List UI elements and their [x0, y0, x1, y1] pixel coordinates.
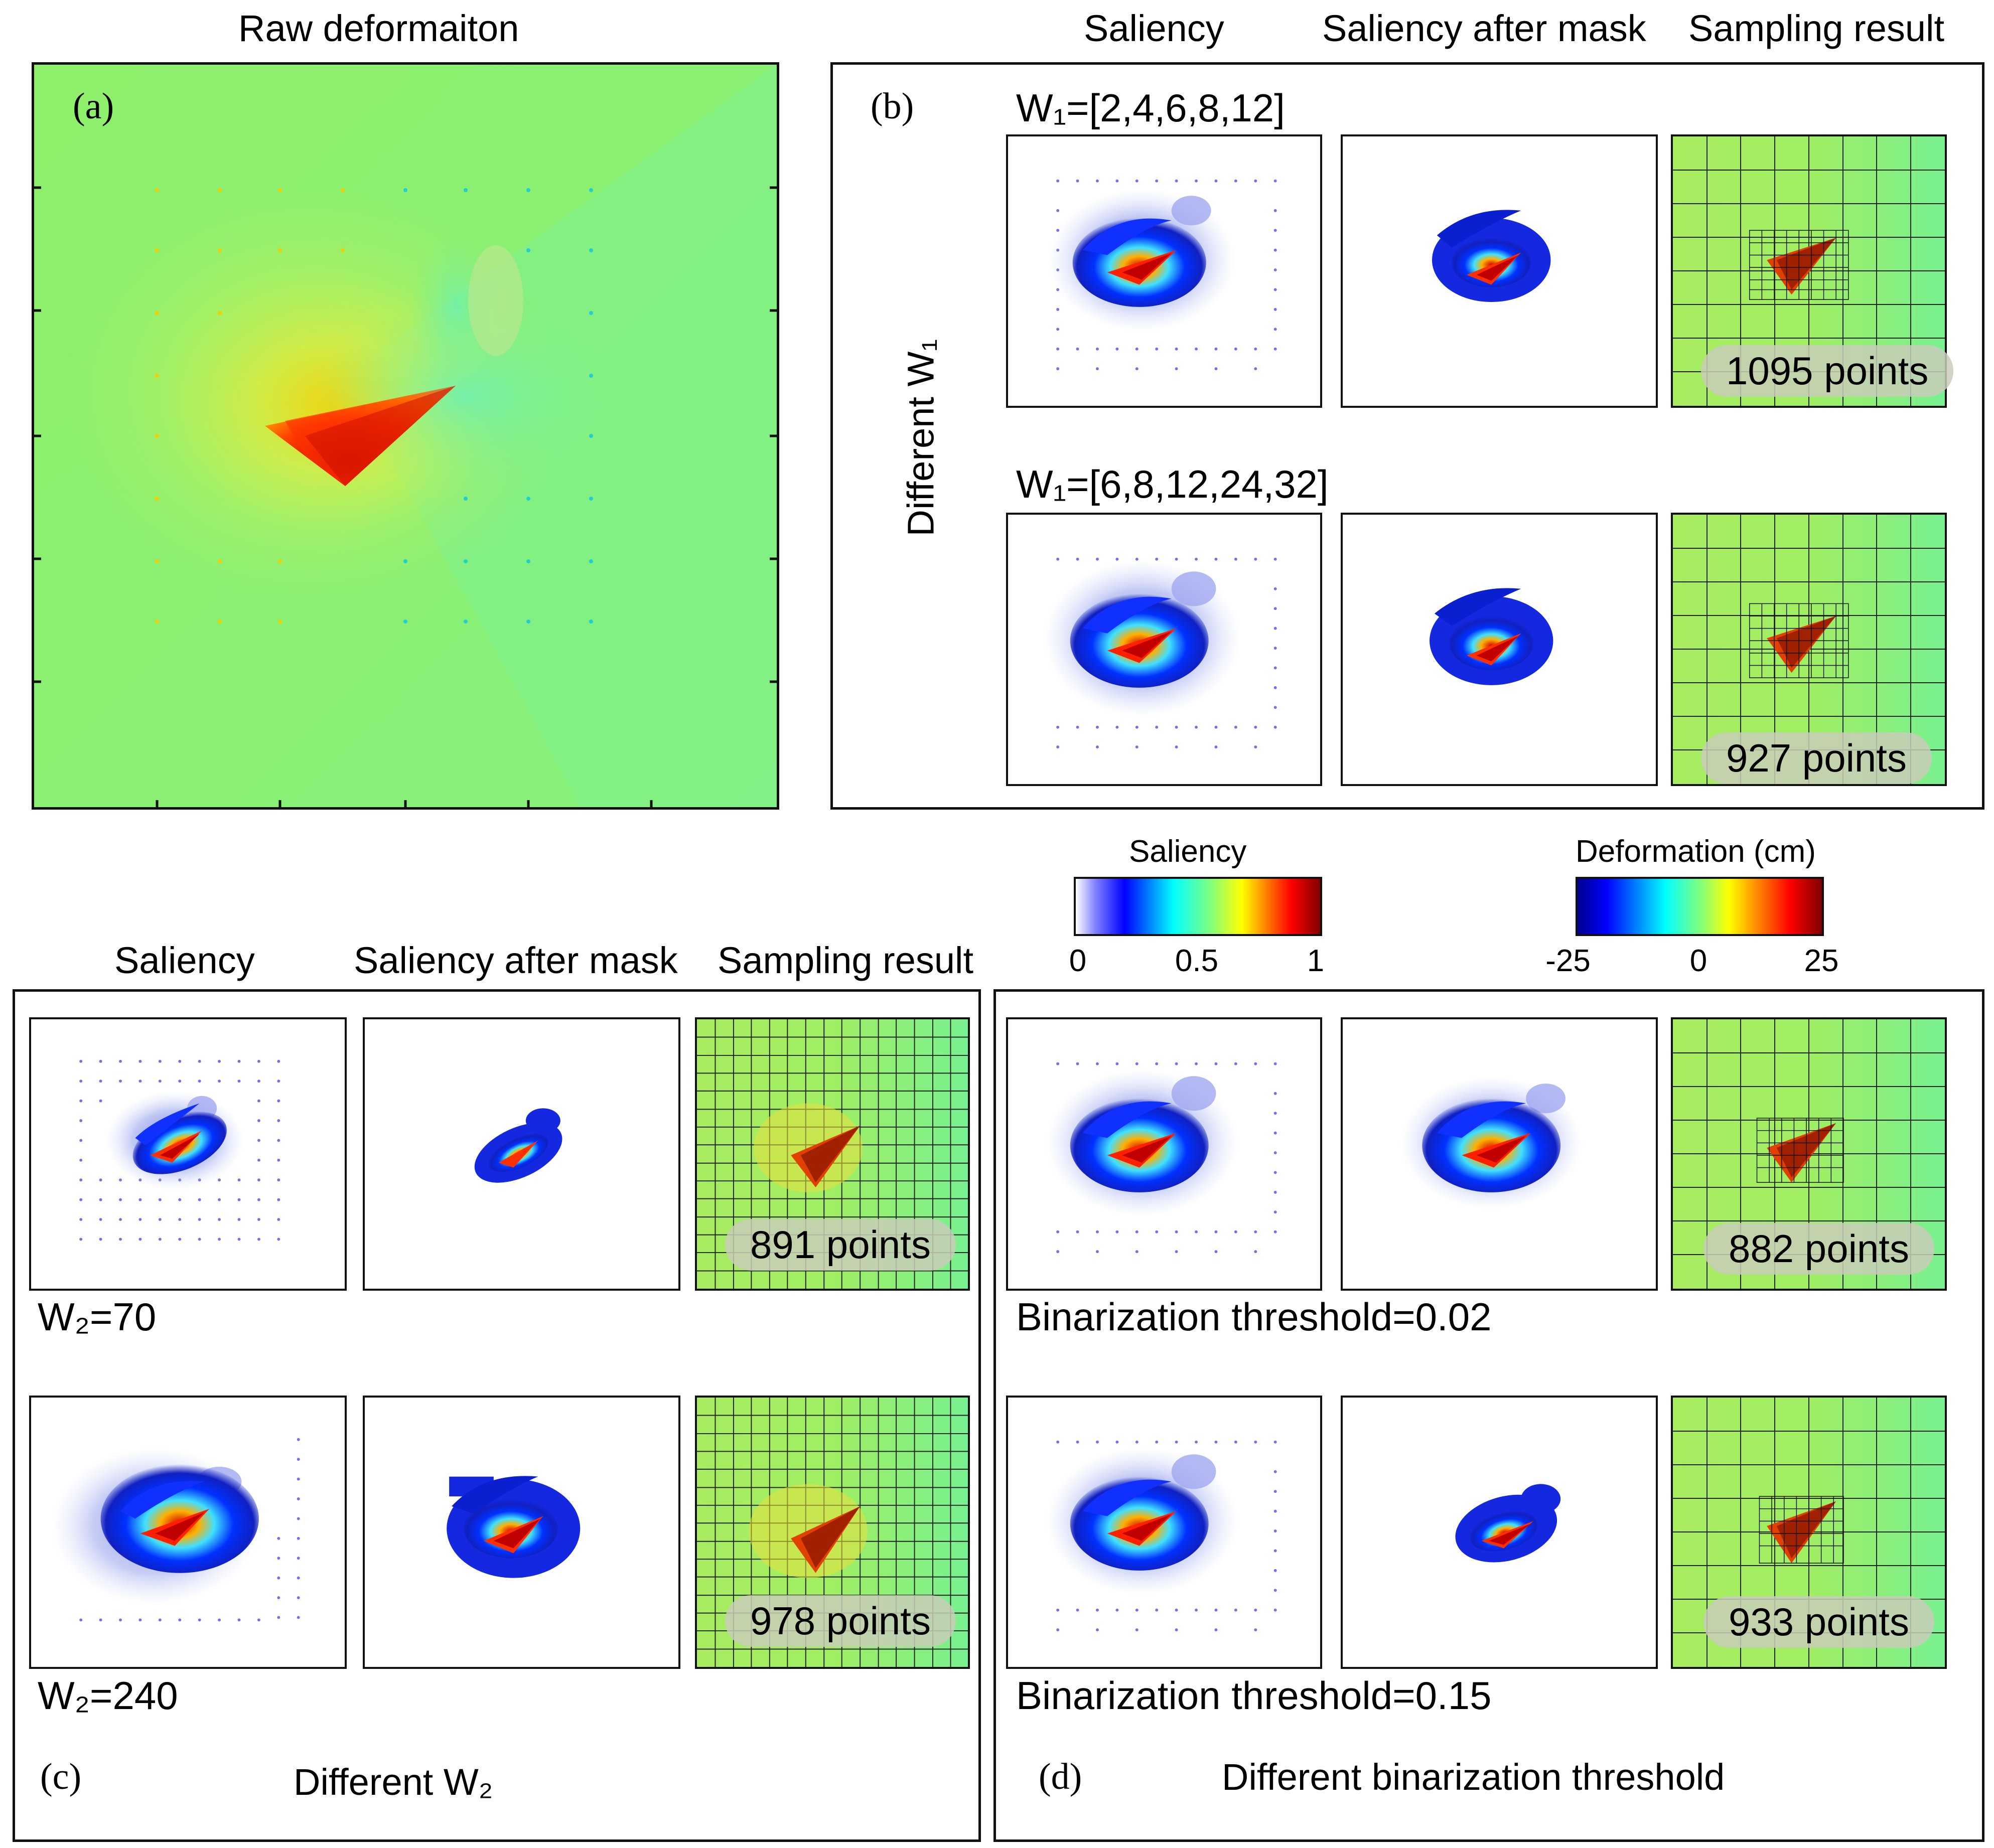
panel-b-row1-points: 1095 points [1701, 345, 1954, 397]
panel-b-col-saliency: Saliency [1084, 8, 1224, 49]
panel-b-row1-saliency-mask [1341, 134, 1658, 408]
panel-b-row1-saliency [1006, 134, 1322, 408]
deformation-tick-min: -25 [1545, 944, 1591, 978]
saliency-tick-mid: 0.5 [1175, 944, 1219, 978]
panel-d-label: (d) [1039, 1756, 1082, 1797]
panel-b-row2-points: 927 points [1701, 732, 1932, 784]
panel-c-row1-param: W₂=70 [38, 1295, 157, 1339]
panel-b-col-saliency-mask: Saliency after mask [1322, 8, 1646, 49]
panel-c-row1-points: 891 points [725, 1219, 956, 1271]
dot-grid-a [155, 188, 345, 624]
panel-c-caption: Different W₂ [294, 1761, 493, 1803]
panel-b-col-sampling: Sampling result [1688, 8, 1945, 49]
panel-d-row2-points: 933 points [1703, 1596, 1934, 1648]
deformation-tick-zero: 0 [1689, 944, 1707, 978]
panel-c-row1-saliency-mask [363, 1017, 680, 1291]
panel-c-col-saliency-mask: Saliency after mask [354, 940, 678, 981]
panel-b-row2-param: W₁=[6,8,12,24,32] [1016, 462, 1329, 506]
panel-c-row1-saliency [29, 1017, 347, 1291]
panel-d-row2-saliency [1006, 1396, 1322, 1669]
panel-c-row2-points: 978 points [725, 1595, 956, 1647]
panel-c-row2-param: W₂=240 [38, 1673, 178, 1718]
panel-b-row1-param: W₁=[2,4,6,8,12] [1016, 86, 1285, 130]
panel-d-row2-saliency-mask [1341, 1396, 1658, 1669]
panel-d-row1-param: Binarization threshold=0.02 [1016, 1295, 1492, 1339]
panel-d-row1-points: 882 points [1703, 1223, 1934, 1275]
panel-d-row1-saliency-mask [1341, 1017, 1658, 1291]
saliency-colorbar [1074, 877, 1322, 936]
panel-c-label: (c) [40, 1756, 82, 1797]
panel-b-side-label: Different W₁ [900, 339, 942, 537]
panel-a-frame [32, 62, 779, 810]
panel-c-col-sampling: Sampling result [718, 940, 974, 981]
panel-c-row2-saliency-mask [363, 1396, 680, 1669]
panel-d-row2-param: Binarization threshold=0.15 [1016, 1673, 1492, 1718]
panel-a-label: (a) [73, 86, 114, 127]
panel-b-frame [830, 62, 1984, 810]
panel-b-label: (b) [871, 86, 914, 127]
panel-c-frame [13, 989, 981, 1842]
panel-b-row2-saliency [1006, 513, 1322, 786]
saliency-colorbar-title: Saliency [1129, 834, 1247, 869]
saliency-tick-1: 1 [1307, 944, 1325, 978]
raw-deformation-map [34, 65, 777, 807]
deformation-colorbar-title: Deformation (cm) [1576, 834, 1816, 869]
panel-d-frame [993, 989, 1984, 1842]
panel-d-row1-saliency [1006, 1017, 1322, 1291]
saliency-tick-0: 0 [1069, 944, 1087, 978]
panel-c-col-saliency: Saliency [114, 940, 255, 981]
panel-b-row2-saliency-mask [1341, 513, 1658, 786]
deformation-colorbar [1576, 877, 1824, 936]
panel-c-row2-saliency [29, 1396, 347, 1669]
panel-a-title: Raw deformaiton [238, 8, 519, 49]
panel-d-caption: Different binarization threshold [1222, 1756, 1725, 1798]
deformation-tick-max: 25 [1804, 944, 1839, 978]
